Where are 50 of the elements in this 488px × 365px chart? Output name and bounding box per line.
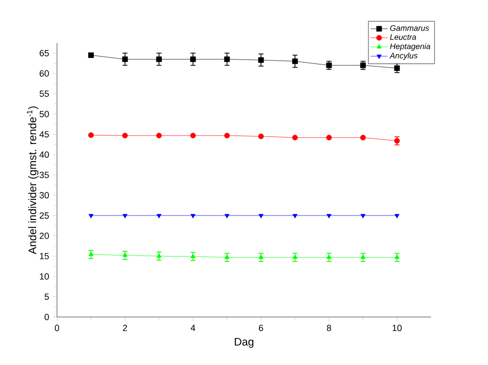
point [190,56,196,62]
y-tick-label: 30 [40,192,49,198]
y-tick-label: 50 [40,110,49,118]
point [224,214,230,218]
point [190,214,196,218]
point [122,56,128,62]
x-tick-label: 8 [326,324,332,332]
point [360,214,366,218]
point [326,62,332,68]
y-tick-label: 60 [40,70,49,77]
point [122,132,128,138]
point [156,132,162,138]
x-tick-label: 10 [392,324,402,332]
y-tick-label: 35 [40,172,49,178]
point [292,214,298,218]
point [326,134,332,140]
point [88,214,94,218]
point [224,56,230,62]
point [258,57,264,63]
point [122,214,128,218]
point [258,134,264,140]
point [292,134,298,140]
x-axis-title: Dag [234,338,254,348]
y-tick-label: 0 [44,314,49,320]
point [360,134,366,140]
point [224,132,230,138]
x-tick-label: 6 [258,324,264,332]
y-axis-title: Andel individer (gmst. rende$^{-1}$) [26,106,38,254]
y-tick-label: 20 [40,232,49,239]
point [156,214,162,218]
point [88,132,94,138]
point [258,214,264,218]
x-tick-label: 0 [54,324,60,332]
point [394,214,400,218]
x-tick-label: 4 [190,324,196,331]
point [190,132,196,138]
y-tick-label: 15 [40,252,49,260]
point [156,56,162,62]
point [292,58,298,64]
point [360,62,366,68]
y-tick-label: 40 [39,151,49,158]
y-tick-label: 55 [40,90,49,97]
x-tick-label: 2 [122,324,128,332]
y-tick-label: 45 [39,131,49,138]
point [88,52,94,58]
y-tick-label: 25 [40,212,49,219]
y-tick-label: 10 [40,273,49,280]
y-tick-label: 5 [44,294,49,300]
y-tick-label: 65 [40,50,49,56]
point [326,214,332,218]
